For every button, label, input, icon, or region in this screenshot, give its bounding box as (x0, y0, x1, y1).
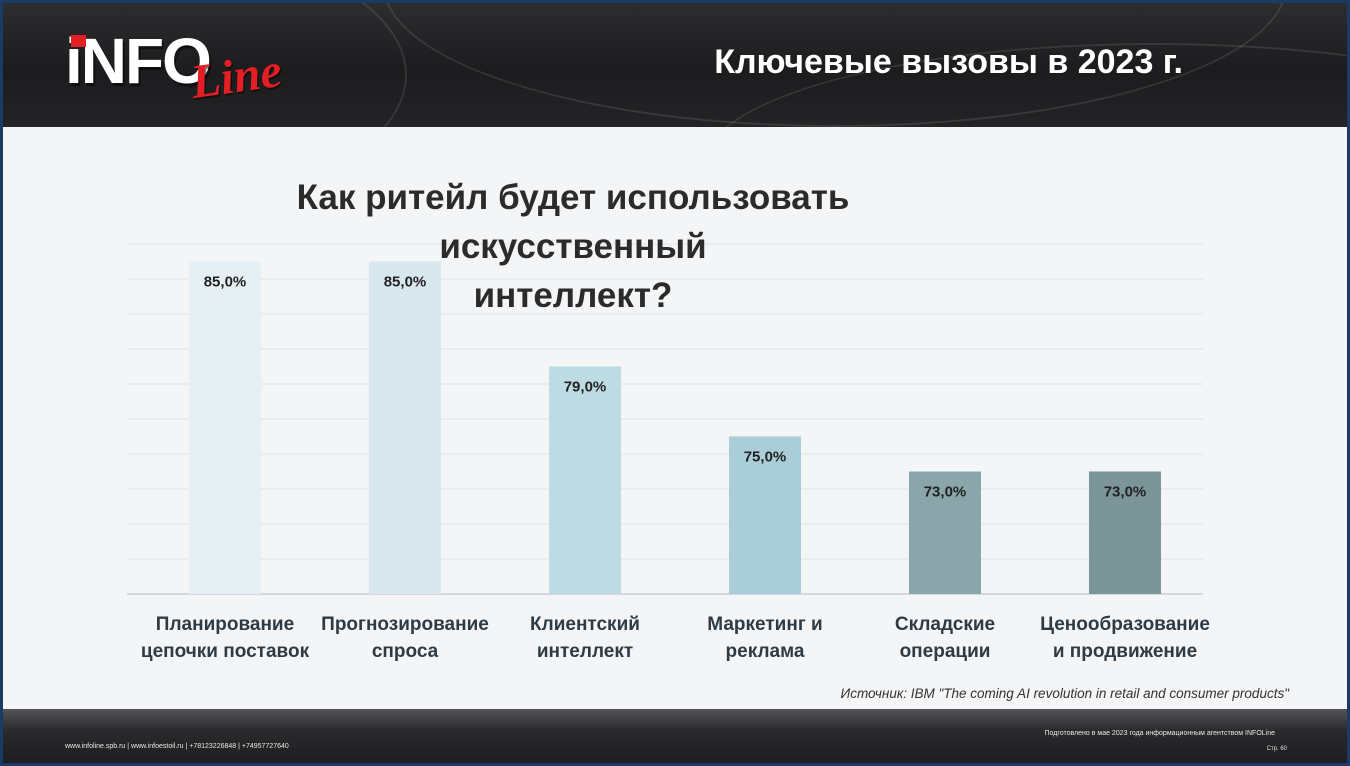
category-label: операции (900, 641, 991, 662)
data-label: 73,0% (924, 484, 967, 501)
header-bar: iNFO Line Ключевые вызовы в 2023 г. (3, 3, 1347, 127)
chart-title-line: Как ритейл будет использовать искусствен… (296, 178, 850, 266)
data-label: 73,0% (1104, 484, 1147, 501)
bar-3 (549, 366, 621, 594)
slide: iNFO Line Ключевые вызовы в 2023 г. 85,0… (3, 3, 1347, 763)
bar-2 (369, 261, 441, 594)
category-label: Прогнозирование (321, 614, 489, 635)
header-swoosh-decoration (3, 3, 407, 127)
bar-4 (729, 436, 801, 594)
data-label: 75,0% (744, 449, 787, 466)
logo-text-main: iNFO (65, 25, 212, 97)
category-label: Ценообразование (1040, 614, 1210, 635)
category-label: интеллект (537, 641, 633, 662)
footer-page-number: Стр. 60 (1266, 746, 1287, 752)
footer-contacts: www.infoline.spb.ru | www.infoestoil.ru … (65, 743, 289, 750)
header-title: Ключевые вызовы в 2023 г. (714, 43, 1183, 81)
category-label: Маркетинг и (707, 614, 822, 635)
category-label: Клиентский (530, 614, 640, 635)
chart-title-line: интеллект? (473, 276, 673, 315)
source-note: Источник: IBM "The coming AI revolution … (840, 686, 1289, 701)
logo-dot (71, 35, 86, 47)
bar-6 (1089, 471, 1161, 594)
footer-bar: www.infoline.spb.ru | www.infoestoil.ru … (3, 709, 1347, 763)
data-label: 85,0% (204, 274, 247, 291)
category-label: спроса (372, 641, 439, 662)
category-label: и продвижение (1053, 641, 1197, 662)
infoline-logo: iNFO Line (65, 29, 335, 124)
bar-1 (189, 261, 261, 594)
data-label: 79,0% (564, 379, 607, 396)
bar-5 (909, 471, 981, 594)
category-label: цепочки поставок (141, 641, 310, 662)
category-label: реклама (726, 641, 805, 662)
bar-chart: 85,0% Планирование цепочки поставок 85,0% Пр… (127, 243, 1210, 662)
category-label: Планирование (156, 614, 294, 635)
category-label: Складские (895, 614, 995, 635)
data-label: 85,0% (384, 274, 427, 291)
chart-title: Как ритейл будет использовать искусствен… (203, 173, 943, 320)
footer-prepared-note: Подготовлено в мае 2023 года информацион… (1044, 730, 1275, 737)
